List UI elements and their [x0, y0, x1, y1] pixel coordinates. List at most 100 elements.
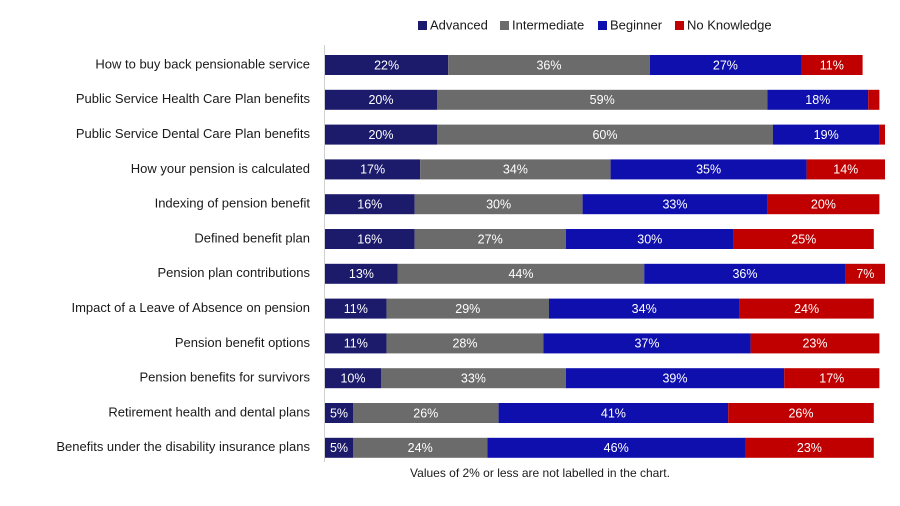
data-label: 25% — [791, 232, 816, 246]
data-label: 60% — [592, 128, 617, 142]
bar-segment — [801, 55, 863, 75]
data-label: 28% — [452, 337, 477, 351]
data-label: 18% — [805, 93, 830, 107]
bar-segment — [448, 55, 650, 75]
bar-segment — [728, 403, 874, 423]
data-label: 59% — [590, 93, 615, 107]
bar-segment — [325, 437, 353, 458]
bar-segment — [773, 124, 880, 145]
bar-segment — [414, 194, 583, 215]
data-label: 34% — [632, 302, 657, 316]
bar-segment — [353, 437, 488, 458]
data-label: 46% — [604, 441, 629, 455]
legend-label: Intermediate — [512, 17, 584, 32]
bar-segment — [353, 403, 499, 423]
category-label: Impact of a Leave of Absence on pension — [71, 300, 310, 315]
bar-segment — [325, 263, 398, 284]
category-label: Pension benefit options — [175, 335, 311, 350]
bar-segment — [498, 403, 729, 423]
data-label: 26% — [788, 406, 813, 420]
data-label: 30% — [486, 197, 511, 211]
bar-segment — [549, 298, 740, 319]
data-label: 7% — [856, 267, 874, 281]
data-label: 26% — [413, 406, 438, 420]
data-label: 36% — [536, 58, 561, 72]
data-label: 34% — [503, 163, 528, 177]
bar-segment — [325, 298, 387, 319]
legend-swatch — [675, 21, 684, 30]
data-label: 24% — [794, 302, 819, 316]
bar-segment — [565, 368, 785, 389]
data-label: 37% — [634, 337, 659, 351]
data-label: 27% — [713, 58, 738, 72]
bar-segment — [644, 263, 846, 284]
category-label: Benefits under the disability insurance … — [56, 439, 310, 454]
legend-swatch — [500, 21, 509, 30]
bar-segment — [420, 159, 611, 180]
bar-segment — [325, 124, 437, 145]
data-label: 16% — [357, 197, 382, 211]
bar-segment — [325, 229, 415, 249]
bar-segment — [565, 229, 734, 249]
bar-segment — [750, 333, 880, 354]
data-label: 11% — [344, 302, 368, 316]
legend-label: Beginner — [610, 17, 663, 32]
category-label: Public Service Dental Care Plan benefits — [76, 126, 311, 141]
data-label: 17% — [360, 163, 385, 177]
legend-label: No Knowledge — [687, 17, 772, 32]
bar-segment — [325, 55, 449, 75]
bar-segment — [879, 124, 885, 145]
bar-segment — [543, 333, 751, 354]
bar-segment — [437, 124, 773, 145]
bar-segment — [739, 298, 874, 319]
bar-segment — [414, 229, 566, 249]
bar-segment — [487, 437, 745, 458]
data-label: 13% — [349, 267, 374, 281]
data-label: 19% — [814, 128, 839, 142]
data-label: 20% — [368, 128, 393, 142]
data-label: 30% — [637, 232, 662, 246]
bar-segment — [806, 159, 885, 180]
data-label: 44% — [508, 267, 533, 281]
category-label: How to buy back pensionable service — [95, 56, 310, 71]
bar-segment — [845, 263, 885, 284]
data-label: 27% — [478, 232, 503, 246]
data-label: 11% — [344, 337, 368, 351]
legend-label: Advanced — [430, 17, 488, 32]
bar-segment — [767, 89, 869, 110]
data-label: 24% — [408, 441, 433, 455]
category-label: Pension plan contributions — [158, 265, 311, 280]
bar-segment — [325, 368, 381, 389]
bar-segment — [437, 89, 768, 110]
bar-segment — [868, 89, 880, 110]
data-label: 20% — [368, 93, 393, 107]
data-label: 10% — [340, 371, 365, 385]
chart-note: Values of 2% or less are not labelled in… — [410, 466, 670, 480]
data-label: 14% — [833, 163, 858, 177]
data-label: 35% — [696, 163, 721, 177]
category-label: How your pension is calculated — [131, 161, 310, 176]
data-label: 39% — [662, 371, 687, 385]
category-label: Pension benefits for survivors — [139, 370, 310, 385]
bar-segment — [325, 333, 387, 354]
bar-segment — [386, 333, 544, 354]
category-label: Defined benefit plan — [194, 230, 310, 245]
bar-segment — [386, 298, 549, 319]
data-label: 17% — [819, 371, 844, 385]
data-label: 11% — [820, 58, 844, 72]
bar-segment — [582, 194, 768, 215]
legend-swatch — [418, 21, 427, 30]
legend-swatch — [598, 21, 607, 30]
data-label: 23% — [797, 441, 822, 455]
bar-segment — [325, 159, 421, 180]
bar-segment — [733, 229, 874, 249]
bar-segment — [325, 403, 353, 423]
data-label: 5% — [330, 441, 348, 455]
data-label: 16% — [357, 232, 382, 246]
data-label: 22% — [374, 58, 399, 72]
bar-segment — [397, 263, 645, 284]
data-label: 20% — [811, 197, 836, 211]
bar-segment — [325, 194, 415, 215]
category-label: Indexing of pension benefit — [155, 196, 311, 211]
